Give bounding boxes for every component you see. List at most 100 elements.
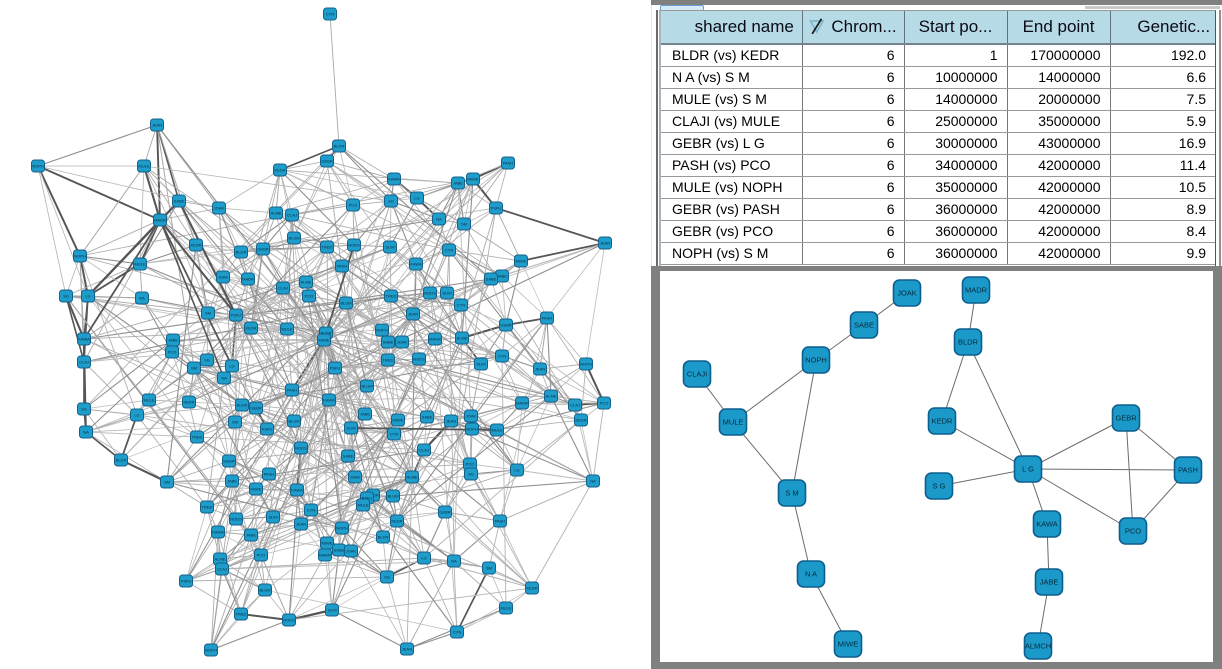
svg-text:PASH: PASH: [264, 472, 275, 477]
svg-text:SM: SM: [191, 366, 197, 371]
svg-text:GEBR: GEBR: [500, 323, 511, 328]
svg-text:MULE: MULE: [281, 327, 292, 332]
svg-text:NODS: NODS: [413, 357, 425, 362]
svg-text:NOPH: NOPH: [580, 362, 592, 367]
svg-text:ALME: ALME: [271, 211, 282, 216]
svg-text:MIWE: MIWE: [322, 541, 333, 546]
svg-text:KAWA: KAWA: [388, 177, 400, 182]
svg-text:BLDR: BLDR: [116, 458, 127, 463]
svg-text:NA: NA: [436, 217, 442, 222]
svg-text:MULE: MULE: [723, 418, 744, 427]
svg-text:SG: SG: [388, 199, 394, 204]
svg-text:TRED: TRED: [202, 505, 213, 510]
svg-text:ALME: ALME: [457, 336, 468, 341]
svg-text:MADR: MADR: [429, 337, 441, 342]
svg-text:MADR: MADR: [319, 553, 331, 558]
svg-text:JOAK: JOAK: [346, 549, 357, 554]
svg-text:NA: NA: [139, 296, 145, 301]
svg-text:KEDR: KEDR: [245, 326, 256, 331]
svg-text:ALMCH: ALMCH: [1025, 642, 1051, 651]
svg-text:SG: SG: [204, 358, 210, 363]
svg-text:SABE: SABE: [383, 340, 394, 345]
svg-text:PSFU: PSFU: [262, 427, 273, 432]
svg-text:PCO: PCO: [466, 462, 475, 467]
svg-text:SLIM: SLIM: [268, 515, 277, 520]
svg-text:JEAN: JEAN: [446, 419, 456, 424]
svg-text:BLUM: BLUM: [259, 588, 270, 593]
svg-text:GEBR: GEBR: [250, 406, 261, 411]
svg-text:PSFU: PSFU: [362, 496, 373, 501]
svg-text:BLDR: BLDR: [321, 331, 332, 336]
svg-text:PCO: PCO: [1125, 527, 1141, 536]
svg-text:KEDR: KEDR: [526, 586, 537, 591]
svg-text:GEBR: GEBR: [439, 510, 450, 515]
svg-text:PCO: PCO: [257, 553, 266, 558]
svg-text:PCO: PCO: [600, 401, 609, 406]
svg-text:SM: SM: [486, 566, 492, 571]
svg-text:SABE: SABE: [174, 199, 185, 204]
svg-text:SLIM: SLIM: [346, 426, 355, 431]
svg-text:KEDR: KEDR: [391, 519, 402, 524]
svg-text:ALME: ALME: [546, 394, 557, 399]
svg-text:JABE: JABE: [360, 412, 370, 417]
svg-text:SABE: SABE: [343, 454, 354, 459]
svg-text:BLDR: BLDR: [958, 338, 979, 347]
svg-text:BLUM: BLUM: [361, 384, 372, 389]
svg-text:SLIM: SLIM: [442, 291, 451, 296]
svg-text:JEAN: JEAN: [402, 647, 412, 652]
svg-text:LG: LG: [134, 413, 139, 418]
svg-text:JABE: JABE: [246, 533, 256, 538]
svg-text:MIWE: MIWE: [516, 259, 527, 264]
svg-text:KEDR: KEDR: [190, 243, 201, 248]
svg-text:KEDR: KEDR: [575, 418, 586, 423]
svg-text:MULE: MULE: [134, 262, 145, 267]
svg-text:NODS: NODS: [424, 291, 436, 296]
svg-text:MADR: MADR: [154, 218, 166, 223]
svg-text:KAWA: KAWA: [78, 337, 90, 342]
svg-text:NODS: NODS: [348, 243, 360, 248]
svg-text:BLDR: BLDR: [378, 535, 389, 540]
svg-text:LG: LG: [514, 468, 519, 473]
svg-text:MULE: MULE: [357, 503, 368, 508]
svg-text:CYN: CYN: [445, 248, 454, 253]
svg-text:KEDR: KEDR: [932, 417, 953, 426]
svg-text:CLAJ: CLAJ: [570, 403, 580, 408]
svg-text:PSFU: PSFU: [330, 366, 341, 371]
svg-text:JOAK: JOAK: [214, 206, 225, 211]
svg-text:JEAN: JEAN: [535, 367, 545, 372]
svg-text:JEAN: JEAN: [296, 522, 306, 527]
svg-text:SABE: SABE: [422, 415, 433, 420]
svg-text:KAWA: KAWA: [1036, 520, 1058, 529]
svg-text:CYN: CYN: [498, 354, 507, 359]
svg-text:JEAN: JEAN: [600, 241, 610, 246]
svg-text:CLAJ: CLAJ: [217, 567, 227, 572]
svg-text:S G: S G: [933, 482, 946, 491]
svg-text:NA: NA: [590, 479, 596, 484]
svg-text:SLIM: SLIM: [476, 362, 485, 367]
svg-text:CLAJ: CLAJ: [278, 286, 288, 291]
svg-text:NOPH: NOPH: [205, 648, 217, 653]
svg-text:MADR: MADR: [965, 286, 988, 295]
svg-text:JEAN: JEAN: [408, 312, 418, 317]
svg-text:S M: S M: [785, 489, 798, 498]
svg-text:SLIM: SLIM: [385, 245, 394, 250]
svg-text:CYN: CYN: [453, 630, 462, 635]
svg-text:JOAK: JOAK: [350, 475, 361, 480]
svg-text:PASH: PASH: [503, 161, 514, 166]
svg-text:LG: LG: [229, 364, 234, 369]
svg-text:PCO: PCO: [349, 203, 358, 208]
svg-text:CYN: CYN: [390, 432, 399, 437]
svg-text:JOAK: JOAK: [466, 414, 477, 419]
svg-text:NOPH: NOPH: [336, 526, 348, 531]
svg-text:PASH: PASH: [1178, 466, 1198, 475]
svg-text:KAWA: KAWA: [212, 530, 224, 535]
svg-text:NOPH: NOPH: [32, 164, 44, 169]
svg-text:NOPH: NOPH: [376, 328, 388, 333]
svg-text:SABE: SABE: [334, 548, 345, 553]
svg-text:JOAK: JOAK: [397, 340, 408, 345]
svg-text:GEBR: GEBR: [1115, 414, 1137, 423]
svg-text:SM: SM: [461, 222, 467, 227]
svg-text:LG: LG: [85, 294, 90, 299]
svg-text:MULE: MULE: [138, 164, 149, 169]
svg-text:JABE: JABE: [453, 181, 463, 186]
